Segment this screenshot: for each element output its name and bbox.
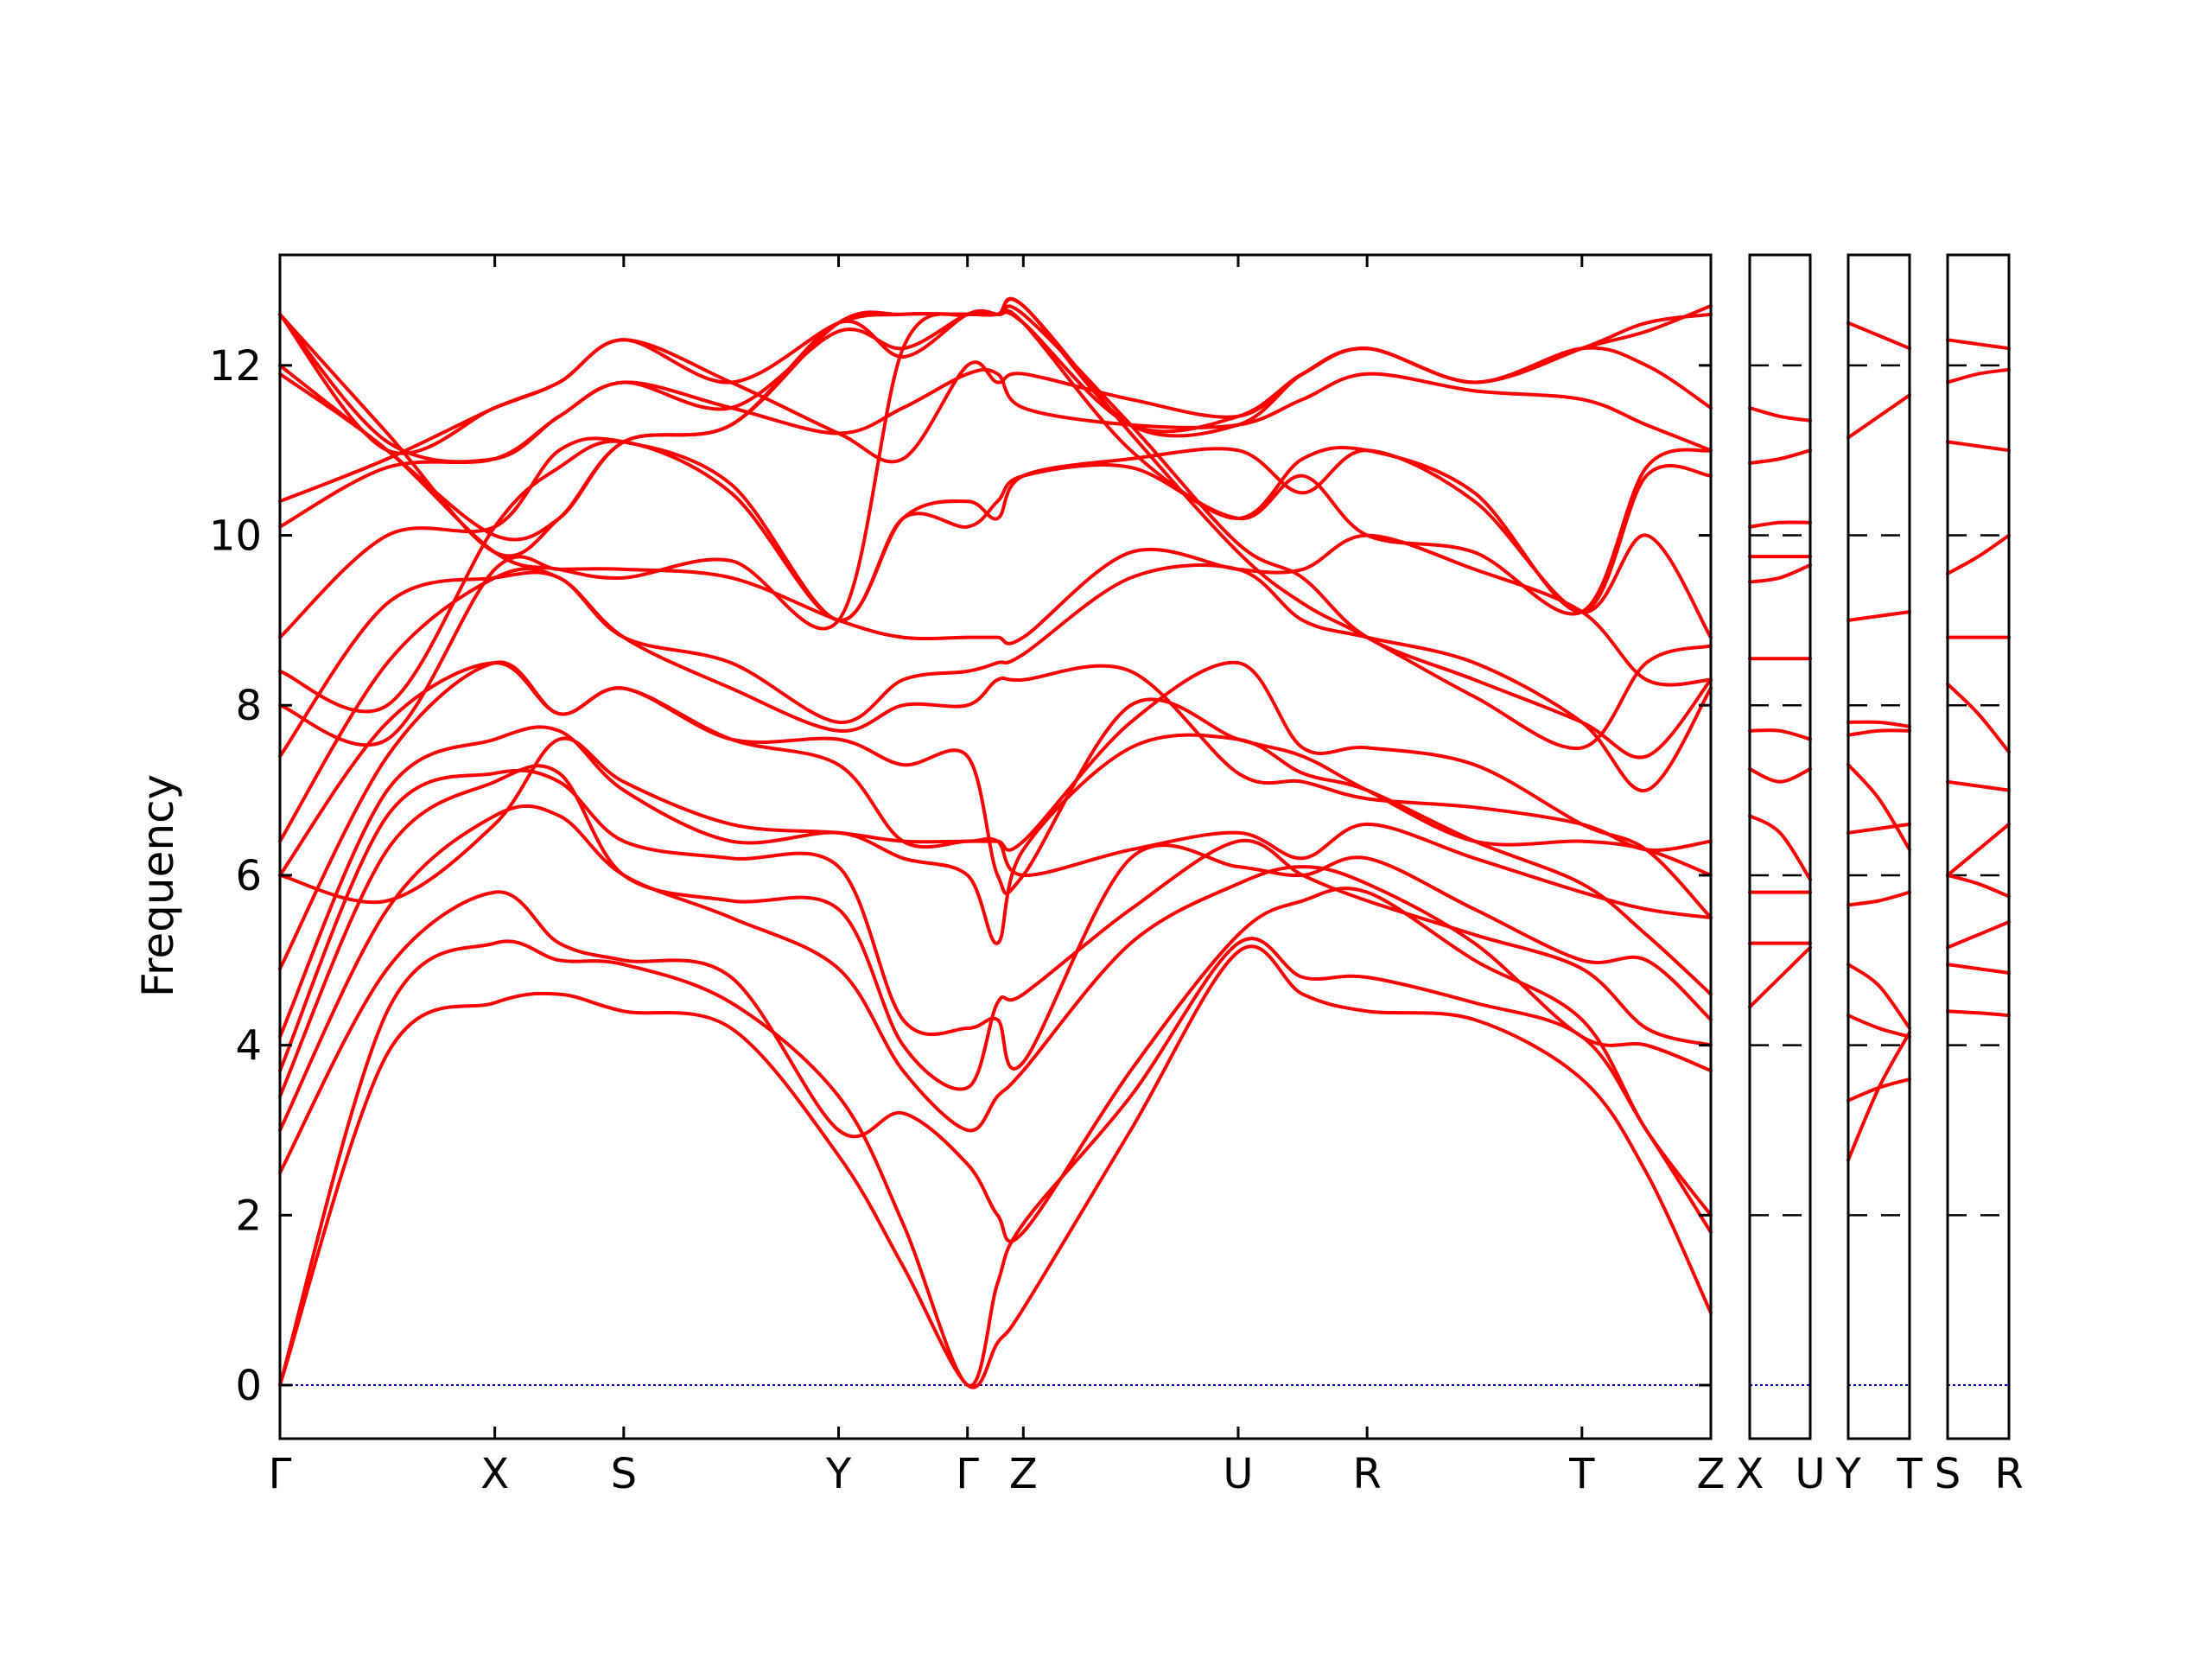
- band-line: [278, 297, 1713, 455]
- band-line: [1847, 393, 1911, 440]
- band-line: [278, 533, 1713, 747]
- band-line: [1946, 367, 2011, 385]
- band-line: [1847, 822, 1911, 835]
- x-tick-label: Y: [825, 1450, 852, 1498]
- band-line: [278, 661, 1713, 895]
- x-tick-label: R: [1994, 1450, 2023, 1498]
- band-line: [278, 567, 1713, 852]
- x-tick-label: T: [1896, 1450, 1923, 1498]
- panel-frame: [1946, 253, 2011, 1440]
- band-line: [1946, 822, 2011, 877]
- x-tick-label: Y: [1834, 1450, 1861, 1498]
- x-tick-label: X: [1736, 1450, 1764, 1498]
- band-line: [1946, 682, 2011, 754]
- band-line: [278, 439, 1713, 714]
- band-line: [1847, 720, 1911, 728]
- band-line: [278, 937, 1713, 1388]
- y-axis-title: Frequency: [133, 774, 183, 997]
- band-line: [1847, 728, 1911, 737]
- band-line: [1847, 963, 1911, 1030]
- band-line: [1748, 814, 1812, 881]
- band-line: [1946, 533, 2011, 575]
- x-tick-label: Γ: [269, 1450, 292, 1498]
- x-tick-label: S: [611, 1450, 637, 1498]
- band-line: [278, 887, 1713, 1243]
- band-line: [1748, 945, 1812, 1009]
- x-tick-label: S: [1935, 1450, 1961, 1498]
- panel-frame: [1748, 253, 1812, 1440]
- y-tick-label: 6: [235, 852, 262, 900]
- x-tick-label: Z: [1009, 1450, 1038, 1498]
- x-tick-label: Γ: [956, 1450, 979, 1498]
- y-tick-label: 4: [235, 1022, 262, 1071]
- x-tick-label: T: [1568, 1450, 1595, 1498]
- band-line: [1748, 406, 1812, 423]
- band-line: [1748, 520, 1812, 529]
- y-tick-label: 0: [235, 1362, 262, 1410]
- band-line: [1946, 440, 2011, 453]
- x-tick-label: R: [1352, 1450, 1381, 1498]
- x-tick-label: Z: [1697, 1450, 1726, 1498]
- band-line: [1847, 1014, 1911, 1039]
- x-tick-label: U: [1795, 1450, 1825, 1498]
- band-line: [278, 764, 1713, 1098]
- x-tick-label: X: [480, 1450, 509, 1498]
- band-line: [1847, 610, 1911, 622]
- band-line: [1946, 338, 2011, 351]
- band-line: [278, 736, 1713, 920]
- y-tick-label: 8: [235, 682, 262, 730]
- band-line: [1748, 728, 1812, 741]
- band-line: [278, 768, 1713, 1073]
- band-line: [1847, 1077, 1911, 1103]
- panel-frame: [278, 253, 1713, 1440]
- band-line: [1946, 873, 2011, 899]
- y-tick-label: 12: [209, 342, 262, 391]
- y-tick-label: 2: [235, 1192, 262, 1240]
- band-line: [1946, 779, 2011, 792]
- band-line: [1748, 767, 1812, 784]
- band-line: [1847, 321, 1911, 351]
- band-line: [1946, 963, 2011, 975]
- band-line: [1748, 448, 1812, 465]
- band-line: [1946, 1009, 2011, 1018]
- band-line: [1748, 563, 1812, 584]
- y-tick-label: 10: [209, 512, 262, 561]
- band-line: [278, 804, 1713, 1133]
- band-line: [278, 944, 1713, 1389]
- x-tick-label: U: [1223, 1450, 1253, 1498]
- band-line: [1946, 920, 2011, 950]
- band-line: [1847, 890, 1911, 907]
- panel-frame: [1847, 253, 1911, 1440]
- band-line: [278, 436, 1713, 639]
- band-line: [278, 563, 1713, 792]
- band-line: [1847, 763, 1911, 852]
